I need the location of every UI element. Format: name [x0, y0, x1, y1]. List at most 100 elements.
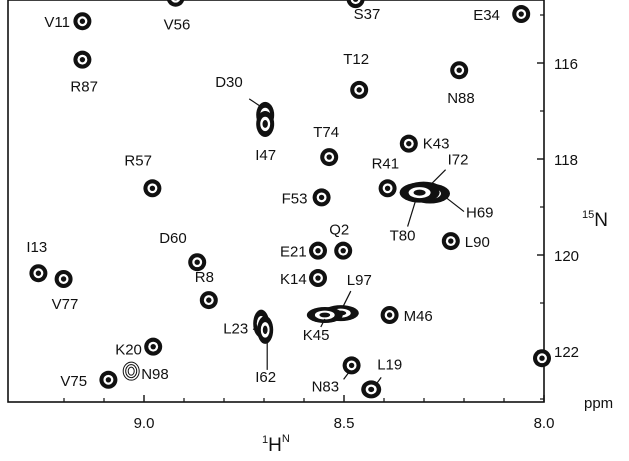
peaks-layer [29, 0, 551, 399]
peak-r57 [143, 179, 162, 198]
peak-n88 [450, 61, 469, 80]
peak-label-r8: R8 [195, 269, 214, 286]
peak-label-r57: R57 [124, 152, 152, 169]
peak-label-e34: E34 [473, 7, 500, 24]
peak-label-t74: T74 [313, 124, 339, 141]
peak-d60 [188, 253, 207, 272]
peak-leader-line [342, 290, 352, 308]
peak-e21 [309, 241, 327, 260]
peak-label-n83: N83 [312, 378, 340, 395]
peak-r41 [378, 179, 397, 198]
y-tick-label: 120 [554, 248, 579, 265]
peak-label-i13: I13 [26, 239, 47, 256]
y-tick-label: 118 [554, 152, 578, 169]
peak-label-s37: S37 [354, 6, 381, 23]
peak-t74 [320, 148, 339, 167]
y-tick-label: 116 [554, 56, 578, 73]
peak-label-e21: E21 [280, 244, 307, 261]
peak-label-l97: L97 [347, 272, 372, 289]
y-axis-title: 15N [582, 209, 608, 231]
peak-core [319, 312, 331, 318]
peak-core [315, 247, 321, 254]
peak-core [105, 377, 112, 383]
peak-i13 [29, 264, 48, 283]
peak-label-n98: N98 [141, 366, 169, 383]
peak-label-r41: R41 [372, 155, 400, 172]
peak-core [262, 120, 268, 128]
peak-core [456, 67, 462, 73]
peak-core [326, 154, 332, 160]
peak-label-k45: K45 [303, 327, 330, 344]
peak-core [413, 189, 426, 196]
peak-q2 [334, 241, 353, 260]
x-tick-label: 8.5 [334, 415, 355, 432]
peak-core [60, 276, 67, 282]
peak-n83 [342, 356, 361, 375]
peak-label-f53: F53 [282, 190, 308, 207]
peak-core [79, 18, 86, 24]
peak-inner-ring [350, 0, 361, 5]
peak-l19 [361, 380, 382, 399]
peak-leader-line [407, 200, 417, 227]
peak-label-d30: D30 [215, 74, 243, 91]
peak-t12 [350, 80, 369, 99]
peak-core [149, 185, 156, 191]
peak-label-k14: K14 [280, 271, 307, 288]
peak-label-v75: V75 [60, 373, 87, 390]
peak-k20 [144, 337, 163, 356]
peak-t80 [399, 182, 440, 203]
peak-labels-layer: V11 V56 S37 E34 R87 N88 T12 D30 I47 K43 T74 R57 R41 F… [26, 6, 500, 395]
x-axis-title-main: H [268, 435, 282, 456]
y-axis-unit: ppm [584, 395, 613, 412]
peak-e34 [512, 5, 531, 24]
peak-outer-contour [166, 0, 185, 7]
peak-label-q2: Q2 [329, 222, 349, 239]
x-axis-title: 1HN [262, 433, 290, 456]
peak-label-v56: V56 [164, 17, 191, 34]
peak-label-k43: K43 [423, 136, 450, 153]
peak-v11 [73, 12, 92, 31]
x-tick-label: 9.0 [134, 415, 155, 432]
peak-v77 [54, 270, 73, 288]
peak-core [206, 297, 212, 303]
x-tick-label: 8.0 [534, 415, 555, 432]
peak-core [386, 312, 393, 318]
peak-leader-line [431, 169, 447, 185]
peak-leader-line [374, 377, 382, 386]
peak-core [406, 140, 412, 147]
peak-k45 [306, 307, 343, 323]
peak-label-k20: K20 [115, 342, 142, 359]
peak-k14 [309, 269, 327, 288]
y-tick-label: 122 [554, 344, 579, 361]
peak-leader-line [252, 325, 258, 331]
peak-core [150, 343, 156, 350]
peak-core [315, 275, 321, 281]
peak-core [353, 0, 359, 2]
peak-label-l23: L23 [223, 321, 248, 338]
peak-k43 [399, 134, 418, 153]
peak-core [348, 362, 355, 369]
peak-f53 [312, 188, 331, 207]
peak-core [79, 56, 86, 63]
peak-label-h69: H69 [466, 205, 494, 222]
peak-contour [127, 366, 135, 376]
peak-e122 [533, 349, 551, 368]
peak-label-v77: V77 [52, 296, 79, 313]
peak-label-r87: R87 [70, 79, 98, 96]
peak-label-i72: I72 [448, 152, 469, 169]
peak-label-l90: L90 [465, 234, 490, 251]
peak-r8 [199, 291, 218, 310]
peak-contour [122, 361, 140, 381]
peak-label-t80: T80 [390, 228, 416, 245]
peak-core [35, 270, 42, 276]
peak-core [262, 325, 268, 335]
y-axis-title-sup: 15 [582, 209, 594, 221]
peak-label-t12: T12 [343, 51, 369, 68]
peak-n98 [122, 361, 140, 381]
axis-ticks: 9.0 8.5 8.0 116 118 120 122 [63, 14, 579, 432]
plot-frame [7, 0, 545, 403]
peak-core [356, 87, 362, 93]
peak-leader-line [445, 197, 465, 213]
peak-core [340, 247, 346, 254]
